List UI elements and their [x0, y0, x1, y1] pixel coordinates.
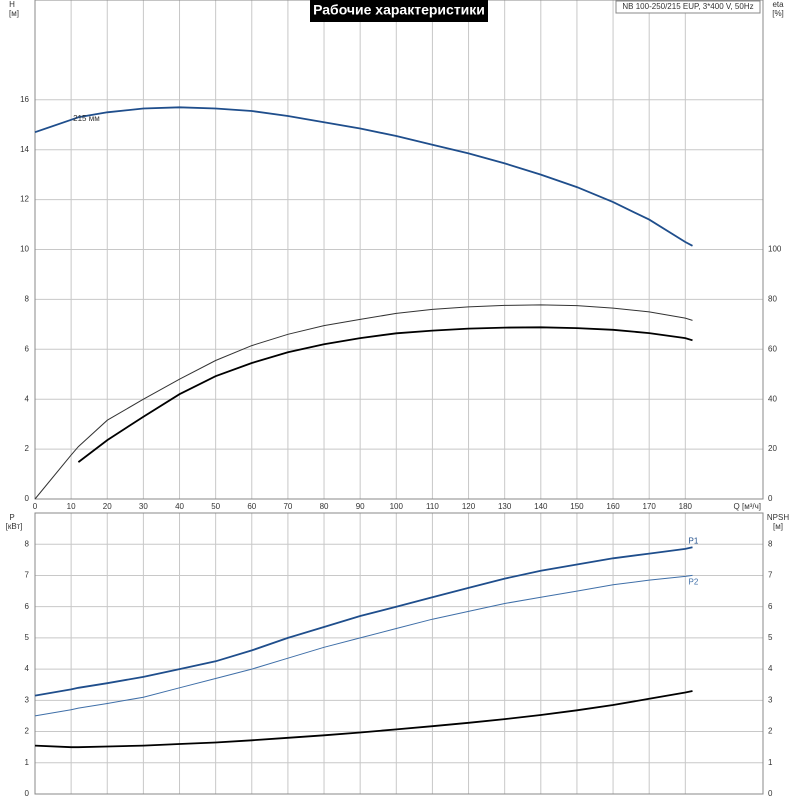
x-tick-label: 180: [679, 502, 693, 511]
y-tick-label: 8: [25, 295, 30, 304]
y2-tick-label: 20: [768, 444, 777, 453]
y2-tick-label: 6: [768, 602, 773, 611]
y-tick-label: 2: [25, 444, 30, 453]
x-tick-label: 70: [283, 502, 292, 511]
y2-tick-label: 40: [768, 394, 777, 403]
info-box: [615, 0, 761, 14]
plot-frame: [34, 0, 764, 500]
y2-tick-label: 2: [768, 727, 773, 736]
title-box: [310, 0, 488, 22]
y-tick-label: 0: [25, 789, 30, 798]
series-line: [34, 546, 693, 697]
y-tick-label: 5: [25, 633, 30, 642]
x-tick-label: 50: [211, 502, 220, 511]
x-tick-label: 170: [643, 502, 657, 511]
x-tick-label: 150: [570, 502, 584, 511]
y-tick-label: 1: [25, 758, 30, 767]
y2-tick-label: 80: [768, 295, 777, 304]
series-line: [34, 574, 693, 717]
y-tick-label: 2: [25, 727, 30, 736]
x-tick-label: 140: [534, 502, 548, 511]
y-tick-label: 16: [20, 95, 29, 104]
x-tick-label: 100: [390, 502, 404, 511]
chart-title: Рабочие характеристики: [313, 2, 485, 18]
x-tick-label: 40: [175, 502, 184, 511]
x-tick-label: 20: [103, 502, 112, 511]
y2-axis-label: NPSH: [767, 513, 789, 522]
y2-tick-label: 100: [768, 245, 782, 254]
series-line: [77, 326, 693, 463]
series-line: [34, 304, 693, 500]
x-tick-label: 0: [33, 502, 38, 511]
x-tick-label: 110: [426, 502, 439, 511]
y-axis-unit: [м]: [9, 9, 19, 18]
x-tick-label: 80: [320, 502, 329, 511]
series-label: P1: [689, 536, 699, 545]
plot-frame: [34, 512, 764, 795]
curve-annotation: 215 мм: [73, 114, 100, 123]
y-axis-label: P: [9, 513, 14, 522]
series-line: [34, 106, 693, 247]
x-tick-label: 160: [606, 502, 620, 511]
y-axis-label: H: [9, 0, 15, 9]
plot: 0 10 20 30 40 50 60 70 80 90 100 110 120 130 140 150 160…: [9, 0, 784, 511]
y-axis-unit: [кВт]: [6, 522, 23, 531]
y-tick-label: 14: [20, 145, 29, 154]
info-text: NB 100-250/215 EUP, 3*400 V, 50Hz: [622, 2, 753, 11]
x-tick-label: 60: [247, 502, 256, 511]
y-tick-label: 12: [20, 195, 29, 204]
y-tick-label: 6: [25, 602, 30, 611]
y-tick-label: 8: [25, 539, 30, 548]
x-tick-label: 120: [462, 502, 476, 511]
x-axis-label: Q [м³/ч]: [734, 502, 761, 511]
series-line: [34, 690, 693, 749]
y2-tick-label: 5: [768, 633, 773, 642]
y-tick-label: 0: [25, 494, 30, 503]
y2-axis-unit: [м]: [773, 522, 783, 531]
y2-tick-label: 8: [768, 539, 773, 548]
series-label: P2: [689, 578, 699, 587]
y-tick-label: 3: [25, 695, 30, 704]
y2-tick-label: 0: [768, 494, 773, 503]
x-tick-label: 10: [67, 502, 76, 511]
y2-tick-label: 4: [768, 664, 773, 673]
x-tick-label: 130: [498, 502, 512, 511]
y2-tick-label: 7: [768, 571, 773, 580]
y2-tick-label: 60: [768, 344, 777, 353]
x-tick-label: 30: [139, 502, 148, 511]
y2-axis-unit: [%]: [772, 9, 784, 18]
y-tick-label: 10: [20, 245, 29, 254]
y2-axis-label: eta: [772, 0, 784, 9]
y-tick-label: 6: [25, 344, 30, 353]
y2-tick-label: 1: [768, 758, 773, 767]
plot: 0 1 2 3 4 5 6 7 8 0 1 2 3 4 5 6 7 8 P[кВт] NPSH[м] P1 P2: [6, 512, 789, 798]
y-tick-label: 7: [25, 571, 30, 580]
y2-tick-label: 3: [768, 695, 773, 704]
y-tick-label: 4: [25, 394, 30, 403]
x-tick-label: 90: [356, 502, 365, 511]
y2-tick-label: 0: [768, 789, 773, 798]
y-tick-label: 4: [25, 664, 30, 673]
